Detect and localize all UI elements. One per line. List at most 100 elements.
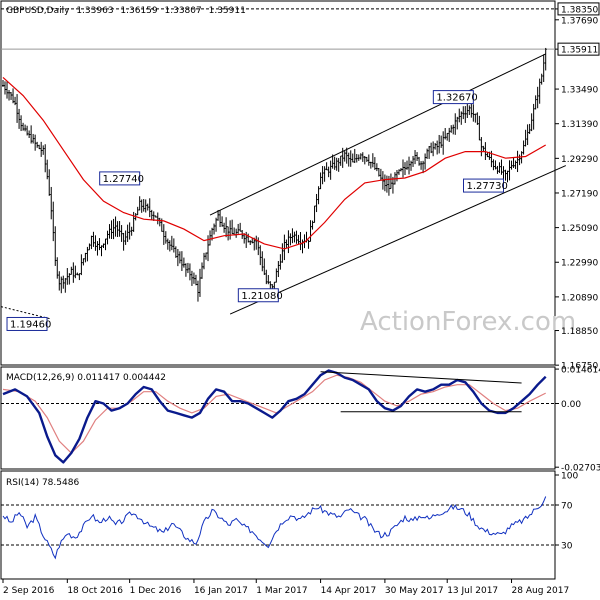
price-bar xyxy=(180,251,183,272)
price-bar xyxy=(16,94,19,123)
price-bar xyxy=(528,123,531,134)
price-bar xyxy=(22,122,25,131)
price-bar xyxy=(408,156,411,175)
price-bar xyxy=(120,225,123,242)
price-bar xyxy=(448,127,451,142)
price-bar xyxy=(148,198,151,218)
price-bar xyxy=(329,160,332,180)
price-bar xyxy=(90,235,93,250)
price-bar xyxy=(438,134,441,154)
price-bar xyxy=(524,129,527,147)
price-bar xyxy=(325,162,328,171)
price-bar xyxy=(355,154,358,163)
price-bar xyxy=(68,273,71,285)
price-bar xyxy=(297,234,300,245)
price-bar xyxy=(225,217,228,238)
price-bar xyxy=(66,268,69,285)
price-bar xyxy=(26,125,29,136)
price-bar xyxy=(40,141,43,157)
price-bar xyxy=(307,239,310,249)
macd-layer xyxy=(1,369,555,464)
price-bar xyxy=(70,266,73,275)
price-bar xyxy=(94,235,97,251)
price-bar xyxy=(440,135,443,148)
price-bar xyxy=(20,115,23,132)
price-bar xyxy=(130,226,133,236)
price-bar xyxy=(369,161,372,169)
price-bar xyxy=(128,222,131,240)
price-bar xyxy=(496,165,499,174)
price-bar xyxy=(253,237,256,251)
x-tick-label: 13 Jul 2017 xyxy=(447,586,498,596)
price-annotation: 1.27740 xyxy=(99,171,144,186)
price-bar xyxy=(478,115,481,141)
price-bar xyxy=(203,252,205,270)
price-bar xyxy=(2,80,4,87)
price-bar xyxy=(442,131,445,155)
price-bar xyxy=(46,159,49,180)
price-bar xyxy=(188,263,191,281)
price-bar xyxy=(126,224,129,242)
price-bar xyxy=(498,162,501,173)
price-bar xyxy=(317,186,320,205)
header-symbol: GBPUSD,Daily xyxy=(6,6,70,16)
price-bar xyxy=(389,173,392,190)
price-bar xyxy=(164,231,167,244)
rsi-layer xyxy=(1,496,555,560)
price-bar xyxy=(313,205,316,223)
price-bar xyxy=(174,246,177,258)
price-bar xyxy=(416,152,419,161)
price-bar xyxy=(343,151,346,162)
price-bar xyxy=(470,103,473,118)
price-bar xyxy=(401,159,404,178)
x-tick-label: 30 May 2017 xyxy=(385,586,444,596)
price-bar xyxy=(301,239,304,254)
support-dotted-line xyxy=(0,306,52,320)
price-bar xyxy=(122,232,125,251)
price-bar xyxy=(196,280,199,302)
price-bar xyxy=(102,243,105,248)
price-bar xyxy=(116,221,119,238)
price-bar xyxy=(476,112,479,125)
price-bar xyxy=(406,160,409,170)
header-close: 1.35911 xyxy=(209,6,246,16)
price-bar xyxy=(229,220,232,240)
price-bar xyxy=(281,243,284,263)
price-bar xyxy=(516,150,519,173)
price-bar xyxy=(385,175,388,193)
price-bar xyxy=(62,275,65,289)
annotation-label: 1.27730 xyxy=(467,181,508,192)
price-y-tick-label: 1.38350 xyxy=(561,5,598,15)
x-tick-label: 1 Dec 2016 xyxy=(130,586,182,596)
price-y-tick-label: 1.31390 xyxy=(561,120,598,130)
price-bar xyxy=(428,145,431,159)
price-annotation: 1.19460 xyxy=(6,316,51,331)
price-bar xyxy=(209,230,212,246)
price-bar xyxy=(494,160,497,170)
price-y-tick-label: 1.25090 xyxy=(561,224,598,234)
price-y-tick-label: 1.29290 xyxy=(561,155,598,165)
price-bar xyxy=(365,156,368,162)
price-bar xyxy=(142,199,145,212)
price-bar xyxy=(456,116,459,130)
price-bar xyxy=(132,211,135,232)
price-bar xyxy=(72,262,75,283)
price-bar xyxy=(474,113,477,123)
price-bar xyxy=(337,158,340,172)
price-y-tick-label: 1.27190 xyxy=(561,189,598,199)
annotation-label: 1.21080 xyxy=(241,291,282,302)
price-bar xyxy=(383,174,386,192)
price-bar xyxy=(88,243,91,251)
macd-panel-frame xyxy=(0,366,556,470)
rsi-title: RSI(14) 78.5486 xyxy=(6,478,79,488)
rsi-y-tick-label: 70 xyxy=(561,502,573,512)
price-bar xyxy=(124,230,127,245)
price-bar xyxy=(76,272,79,276)
price-bar xyxy=(239,222,242,232)
channel-upper-line xyxy=(209,53,546,216)
price-bar xyxy=(432,141,435,157)
price-bar xyxy=(92,231,95,247)
price-bar xyxy=(468,105,471,115)
price-bar xyxy=(454,113,457,135)
